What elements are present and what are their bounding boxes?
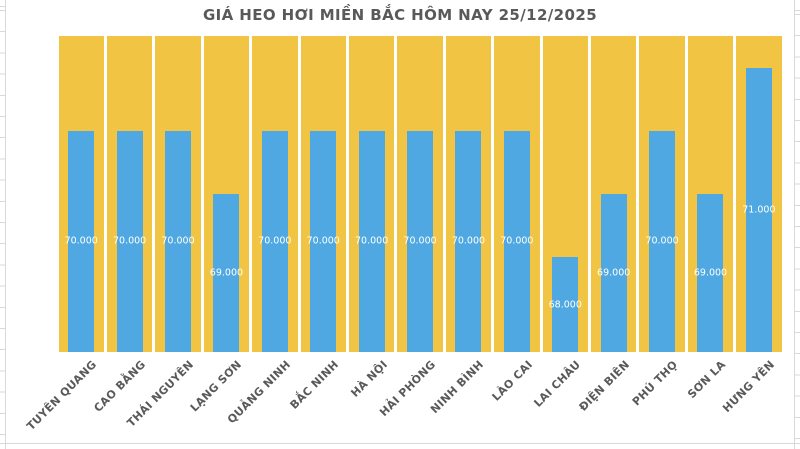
x-axis-label: BẮC NINH: [287, 358, 342, 412]
x-axis-label: HÀ NỘI: [348, 358, 390, 400]
bar-value-label: 70.000: [500, 235, 534, 247]
value-bar: [503, 130, 530, 352]
category-column: 69.000: [590, 36, 637, 352]
value-bar: [552, 257, 579, 352]
bar-value-label: 68.000: [548, 299, 582, 311]
x-axis-label: PHÚ THỌ: [629, 358, 681, 409]
value-bar: [745, 67, 772, 352]
value-bar: [116, 130, 143, 352]
bar-value-label: 69.000: [693, 267, 728, 279]
x-axis-label: HẢI PHÒNG: [377, 358, 439, 419]
value-bar: [261, 130, 288, 352]
x-axis-label: SƠN LA: [685, 358, 729, 402]
bar-value-label: 70.000: [161, 235, 195, 247]
value-bar: [358, 130, 385, 352]
category-column: 69.000: [687, 36, 734, 352]
x-axis-label: HƯNG YÊN: [720, 358, 777, 415]
bar-value-label: 70.000: [355, 235, 389, 247]
plot-area: 70.000 70.000 70.000 69.000 70.000 70.000 70.0…: [57, 36, 783, 352]
value-bar: [68, 130, 95, 352]
category-column: 69.000: [203, 36, 250, 352]
x-axis-label: NINH BÌNH: [428, 358, 487, 417]
x-axis-label: THÁI NGUYÊN: [124, 358, 197, 430]
x-axis-label: LAI CHÂU: [531, 358, 584, 410]
category-column: 71.000: [736, 36, 782, 352]
value-bar: [455, 130, 482, 352]
bar-value-label: 70.000: [645, 235, 679, 247]
category-column: 68.000: [542, 36, 588, 352]
x-axis-label: TUYÊN QUANG: [24, 358, 100, 433]
category-column: 70.000: [300, 36, 346, 352]
x-axis-label: LẠNG SƠN: [188, 358, 245, 415]
bar-value-label: 70.000: [112, 235, 147, 247]
chart-title: GIÁ HEO HƠI MIỀN BẮC HÔM NAY 25/12/2025: [202, 6, 598, 24]
value-bar: [697, 194, 724, 352]
category-column: 70.000: [155, 36, 201, 352]
x-axis-label: LÀO CAI: [489, 358, 535, 404]
category-column: 70.000: [58, 36, 104, 352]
category-column: 70.000: [397, 36, 443, 352]
bar-value-label: 69.000: [597, 267, 631, 279]
value-bar: [600, 194, 627, 352]
value-bar: [649, 130, 676, 352]
category-column: 70.000: [106, 36, 153, 352]
bar-value-label: 69.000: [209, 267, 244, 279]
bar-value-label: 70.000: [306, 235, 340, 247]
bar-value-label: 70.000: [451, 235, 486, 247]
x-axis-label: CAO BẰNG: [91, 358, 148, 415]
x-axis-labels: TUYÊN QUANG CAO BẰNG THÁI NGUYÊN LẠNG SƠN QU…: [24, 358, 783, 444]
bar-value-label: 71.000: [742, 204, 776, 216]
bar-value-label: 70.000: [403, 235, 437, 247]
value-bar: [407, 130, 434, 352]
bar-value-label: 70.000: [258, 235, 292, 247]
spreadsheet-gridline-right: [794, 0, 800, 449]
value-bar: [310, 130, 337, 352]
category-column: 70.000: [445, 36, 492, 352]
bar-value-label: 70.000: [64, 235, 98, 247]
category-column: 70.000: [348, 36, 395, 352]
spreadsheet-gridline-bottom: [0, 443, 800, 444]
spreadsheet-gridline-left: [0, 0, 6, 449]
value-bar: [213, 194, 240, 352]
category-column: 70.000: [639, 36, 685, 352]
value-bar: [165, 130, 192, 352]
x-axis-label: ĐIỆN BIÊN: [576, 358, 632, 414]
category-column: 70.000: [494, 36, 540, 352]
x-axis-label: QUẢNG NINH: [224, 358, 293, 427]
category-column: 70.000: [252, 36, 298, 352]
